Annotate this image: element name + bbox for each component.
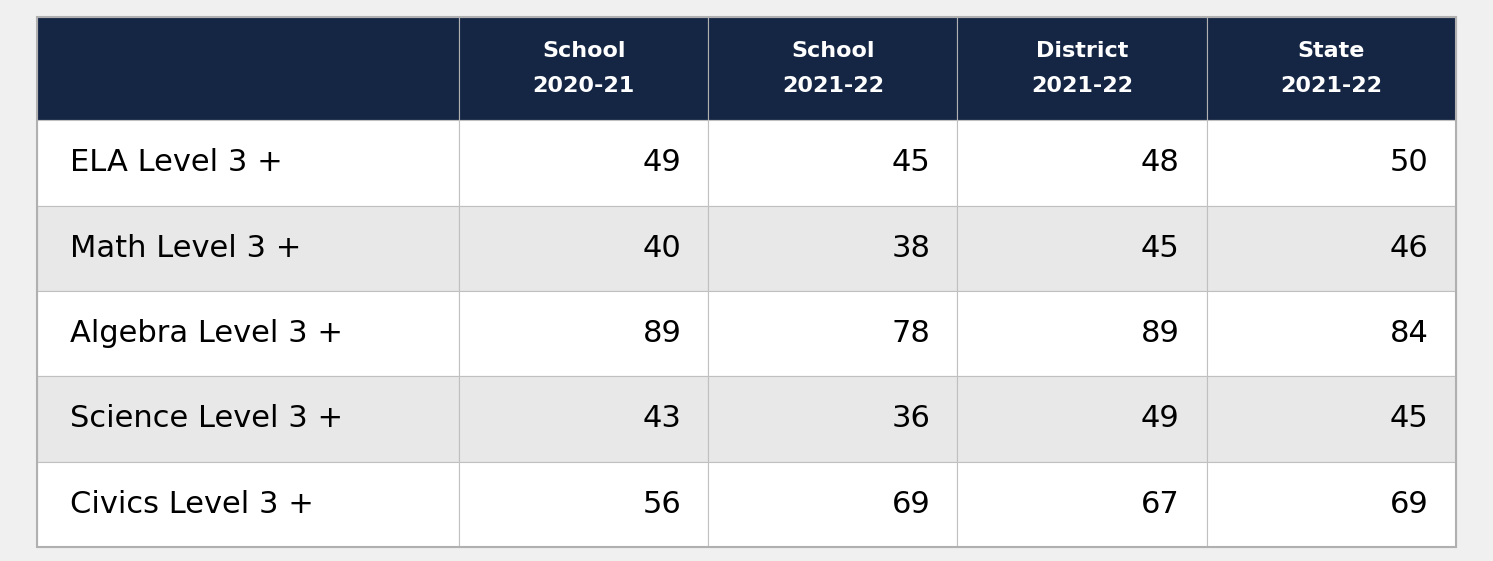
Bar	[37, 17, 460, 120]
Bar	[37, 376, 460, 462]
Text: School: School	[542, 40, 626, 61]
Bar	[957, 462, 1206, 547]
Text: Math Level 3 +: Math Level 3 +	[70, 234, 302, 263]
Text: School: School	[791, 40, 875, 61]
Text: 2021-22: 2021-22	[1280, 76, 1383, 96]
Bar	[708, 120, 957, 205]
Bar	[957, 376, 1206, 462]
Bar	[1206, 291, 1456, 376]
Bar	[460, 120, 708, 205]
Text: Science Level 3 +: Science Level 3 +	[70, 404, 343, 434]
Text: 56: 56	[642, 490, 681, 519]
Text: 38: 38	[891, 234, 930, 263]
Text: 48: 48	[1141, 149, 1179, 177]
Text: 43: 43	[642, 404, 681, 434]
Bar	[708, 462, 957, 547]
Bar	[37, 462, 460, 547]
Bar	[460, 291, 708, 376]
Bar	[1206, 205, 1456, 291]
Text: 2020-21: 2020-21	[533, 76, 635, 96]
Bar	[957, 205, 1206, 291]
Text: District: District	[1036, 40, 1129, 61]
Text: 45: 45	[1141, 234, 1179, 263]
Bar	[1206, 17, 1456, 120]
Text: 69: 69	[1390, 490, 1429, 519]
Text: 89: 89	[1141, 319, 1179, 348]
Bar	[708, 205, 957, 291]
Text: 2021-22: 2021-22	[1032, 76, 1133, 96]
Text: 67: 67	[1141, 490, 1179, 519]
Bar	[708, 291, 957, 376]
Bar	[957, 120, 1206, 205]
Bar	[37, 120, 460, 205]
Bar	[37, 291, 460, 376]
Text: ELA Level 3 +: ELA Level 3 +	[70, 149, 282, 177]
Text: 49: 49	[642, 149, 681, 177]
Text: 46: 46	[1390, 234, 1429, 263]
Text: 45: 45	[891, 149, 930, 177]
Bar	[1206, 120, 1456, 205]
Text: 50: 50	[1390, 149, 1429, 177]
Bar	[460, 376, 708, 462]
Text: 89: 89	[642, 319, 681, 348]
Text: 36: 36	[891, 404, 930, 434]
Text: 40: 40	[642, 234, 681, 263]
Text: State: State	[1297, 40, 1365, 61]
Text: 45: 45	[1390, 404, 1429, 434]
Text: 84: 84	[1390, 319, 1429, 348]
Bar	[37, 205, 460, 291]
Text: Algebra Level 3 +: Algebra Level 3 +	[70, 319, 343, 348]
Text: 78: 78	[891, 319, 930, 348]
Bar	[460, 17, 708, 120]
Bar	[957, 17, 1206, 120]
Bar	[460, 205, 708, 291]
Bar	[1206, 462, 1456, 547]
Text: Civics Level 3 +: Civics Level 3 +	[70, 490, 314, 519]
Text: 69: 69	[891, 490, 930, 519]
Bar	[708, 376, 957, 462]
Bar	[1206, 376, 1456, 462]
Text: 49: 49	[1141, 404, 1179, 434]
Bar	[460, 462, 708, 547]
Text: 2021-22: 2021-22	[782, 76, 884, 96]
Bar	[957, 291, 1206, 376]
Bar	[708, 17, 957, 120]
